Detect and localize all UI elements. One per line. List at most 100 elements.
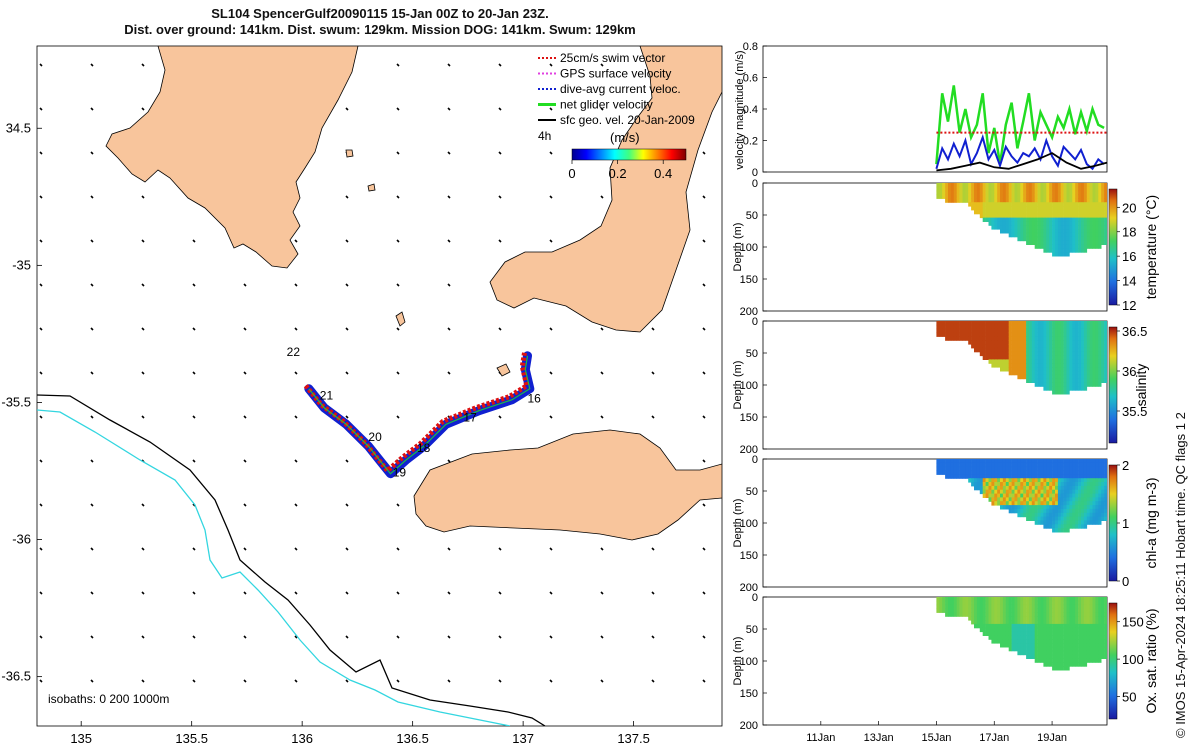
- oxygen-cell: [1034, 627, 1038, 633]
- temperature-cell: [1005, 183, 1009, 188]
- salinity-cell: [1104, 344, 1107, 349]
- chla-cell: [991, 466, 995, 472]
- salinity-cell: [1008, 336, 1012, 341]
- chla-cell: [1063, 508, 1067, 514]
- temperature-cell: [1072, 190, 1076, 196]
- chla-cell: [1055, 501, 1059, 506]
- oxygen-cell: [1028, 654, 1033, 659]
- oxygen-cell: [1089, 616, 1093, 621]
- oxygen-cell: [1069, 600, 1073, 606]
- oxygen-cell: [1060, 604, 1064, 610]
- oxygen-cell: [1026, 650, 1030, 656]
- current-arrow: [345, 283, 349, 287]
- current-arrow: [90, 503, 94, 507]
- oxygen-cell: [1052, 597, 1056, 602]
- salinity-cell: [1069, 336, 1073, 341]
- salinity-cell: [1052, 363, 1056, 368]
- temperature-cell: [1011, 221, 1015, 226]
- current-arrow: [39, 679, 43, 683]
- chla-cell: [1055, 489, 1059, 495]
- oxygen-cell: [1057, 666, 1062, 671]
- temperature-cell: [1078, 225, 1082, 230]
- salinity-cell: [994, 340, 998, 345]
- oxygen-cell: [959, 604, 963, 610]
- oxygen-cell: [1011, 643, 1015, 648]
- temperature-cell: [1017, 232, 1021, 238]
- chla-cell: [1046, 466, 1050, 472]
- chla-cell: [953, 459, 957, 464]
- chla-cell: [1043, 493, 1047, 498]
- salinity-cell: [976, 347, 981, 353]
- temperature-cell: [1081, 190, 1085, 196]
- chla-cell: [1078, 520, 1082, 525]
- oxygen-cell: [1049, 608, 1053, 613]
- temperature-cell: [1008, 232, 1012, 238]
- chla-cell: [1069, 501, 1073, 506]
- chla-cell: [1086, 459, 1090, 464]
- temperature-cell: [942, 183, 946, 188]
- current-arrow: [243, 591, 247, 595]
- chla-cell: [974, 485, 978, 491]
- salinity-cell: [1034, 324, 1038, 330]
- chla-cell: [1072, 459, 1076, 464]
- oxygen-cell: [1089, 654, 1093, 659]
- chla-cell: [968, 470, 972, 475]
- temperature-cell: [1014, 232, 1018, 238]
- oxygen-cell: [1095, 639, 1099, 644]
- salinity-cell: [1075, 321, 1079, 326]
- oxygen-cell: [936, 597, 940, 602]
- temperature-cell: [1023, 198, 1027, 203]
- temperature-cell: [1026, 190, 1030, 196]
- salinity-cell: [1011, 344, 1015, 349]
- oxygen-cell: [1017, 597, 1021, 602]
- oxygen-cell: [1002, 623, 1007, 629]
- oxygen-cell: [939, 604, 943, 610]
- temperature-cell: [1037, 202, 1041, 207]
- oxygen-cell: [1101, 654, 1105, 659]
- chla-cell: [985, 470, 989, 475]
- salinity-cell: [956, 336, 960, 341]
- temperature-cell: [1011, 206, 1015, 211]
- track-net-velocity: [308, 355, 531, 475]
- salinity-cell: [1069, 382, 1073, 387]
- salinity-cell: [976, 332, 981, 337]
- salinity-cbar-tick-label: 36: [1122, 364, 1136, 379]
- oxygen-cell: [1049, 597, 1053, 602]
- salinity-cell: [974, 336, 978, 341]
- oxygen-cell: [979, 600, 983, 606]
- chla-cell: [1011, 466, 1015, 472]
- chla-cell: [1043, 470, 1047, 475]
- salinity-cell: [1017, 340, 1021, 345]
- salinity-cell: [1086, 336, 1090, 341]
- temperature-ytick-label: 150: [740, 274, 758, 286]
- salinity-cell: [1057, 355, 1062, 360]
- chla-cell: [985, 478, 989, 483]
- current-arrow: [447, 63, 451, 67]
- current-arrow: [447, 151, 451, 155]
- oxygen-cell: [1008, 635, 1012, 640]
- chla-cell: [1034, 459, 1038, 464]
- temperature-cell: [1037, 232, 1041, 238]
- temperature-cell: [1008, 183, 1012, 188]
- temperature-cell: [1052, 232, 1056, 238]
- oxygen-cell: [950, 608, 955, 613]
- chla-cell: [1081, 493, 1085, 498]
- salinity-cell: [1043, 374, 1047, 380]
- chla-cell: [982, 485, 986, 491]
- salinity-cell: [1055, 382, 1059, 387]
- oxygen-cell: [1008, 643, 1012, 648]
- current-arrow: [447, 195, 451, 199]
- oxygen-cell: [1043, 597, 1047, 602]
- oxygen-cell: [1101, 604, 1105, 610]
- salinity-cell: [979, 332, 983, 337]
- salinity-cell: [1005, 324, 1009, 330]
- chla-cell: [1089, 459, 1093, 464]
- salinity-cell: [1069, 370, 1073, 376]
- temperature-cell: [1023, 209, 1027, 215]
- current-arrow: [345, 459, 349, 463]
- chla-cell: [1072, 520, 1076, 525]
- temperature-cell: [1092, 183, 1096, 188]
- chla-cell: [974, 459, 978, 464]
- chla-cell: [1055, 524, 1059, 529]
- current-arrow: [192, 679, 196, 683]
